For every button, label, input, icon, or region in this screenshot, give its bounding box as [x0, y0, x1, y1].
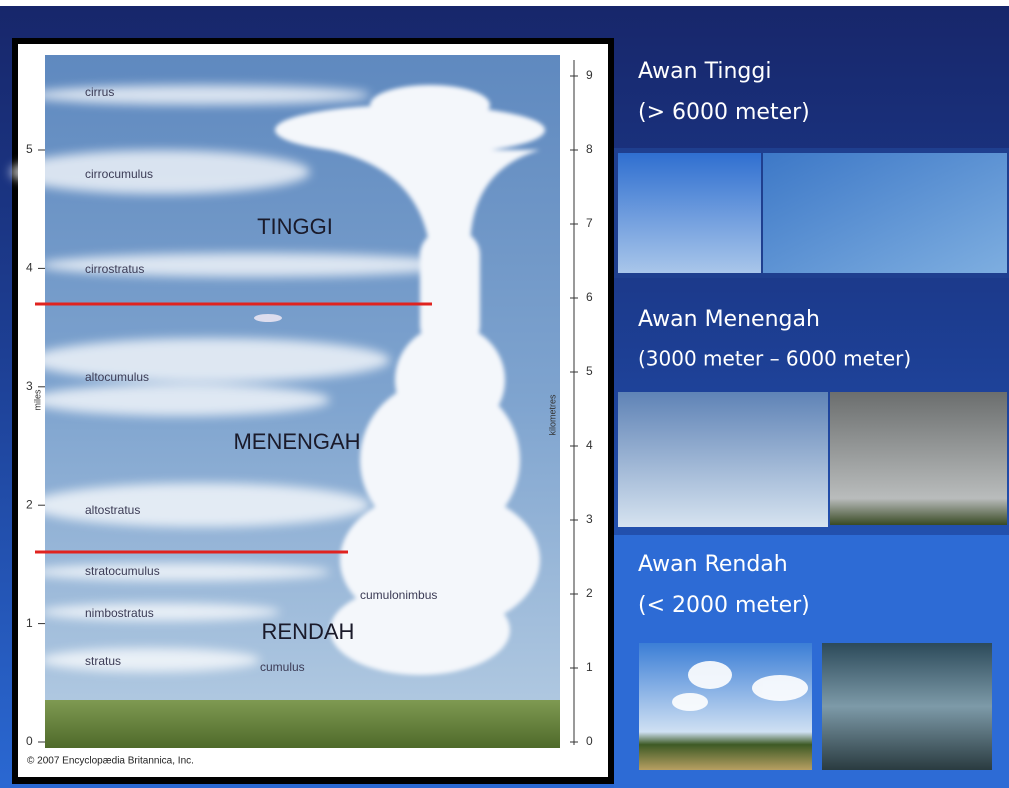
layer-label: MENENGAH [233, 429, 360, 454]
photo [618, 392, 828, 527]
tick-label: 2 [26, 497, 33, 511]
cloud-label: altocumulus [85, 370, 149, 384]
tick-label: 3 [586, 512, 593, 526]
tick-label: 5 [26, 142, 33, 156]
miles-axis-label: miles [32, 389, 42, 411]
layer-label: RENDAH [262, 619, 355, 644]
photo [763, 153, 1007, 273]
panel-range: (3000 meter – 6000 meter) [638, 347, 911, 371]
cloud-label: altostratus [85, 503, 140, 517]
tick-label: 4 [26, 261, 33, 275]
photo [822, 643, 992, 770]
axes: 0 1 2 3 4 5 0 1 2 3 4 5 6 7 8 9 [26, 60, 593, 748]
panel-title: Awan Rendah [638, 552, 788, 577]
panel-range: (< 2000 meter) [638, 593, 810, 618]
credit: © 2007 Encyclopædia Britannica, Inc. [27, 756, 194, 767]
tick-label: 1 [26, 616, 33, 630]
panel-range: (> 6000 meter) [638, 100, 810, 125]
tick-label: 0 [26, 734, 33, 748]
tick-label: 2 [586, 586, 593, 600]
layer-label: TINGGI [257, 214, 333, 239]
photo-clouds [672, 661, 808, 711]
photo [618, 153, 761, 273]
illustration [10, 55, 560, 748]
cloud-label: nimbostratus [85, 606, 154, 620]
cloud-label: stratocumulus [85, 564, 160, 578]
cloud-label: cirrus [85, 85, 114, 99]
tick-label: 6 [586, 290, 593, 304]
panel-title: Awan Menengah [638, 307, 820, 332]
cloud-label: stratus [85, 654, 121, 668]
top-edge [0, 0, 1009, 6]
photo [639, 643, 812, 770]
km-axis-label: kilometres [547, 394, 557, 436]
cloud-label: cirrocumulus [85, 167, 153, 181]
cloud-label: cirrostratus [85, 262, 144, 276]
tick-label: 7 [586, 216, 593, 230]
tick-label: 4 [586, 438, 593, 452]
tick-label: 9 [586, 68, 593, 82]
photo [830, 392, 1007, 525]
tick-label: 3 [26, 379, 33, 393]
panel-title: Awan Tinggi [638, 59, 771, 84]
tick-label: 8 [586, 142, 593, 156]
cloud-label: cumulonimbus [360, 588, 437, 602]
cloud-label: cumulus [260, 660, 305, 674]
tick-label: 5 [586, 364, 593, 378]
tick-label: 1 [586, 660, 593, 674]
tick-label: 0 [586, 734, 593, 748]
